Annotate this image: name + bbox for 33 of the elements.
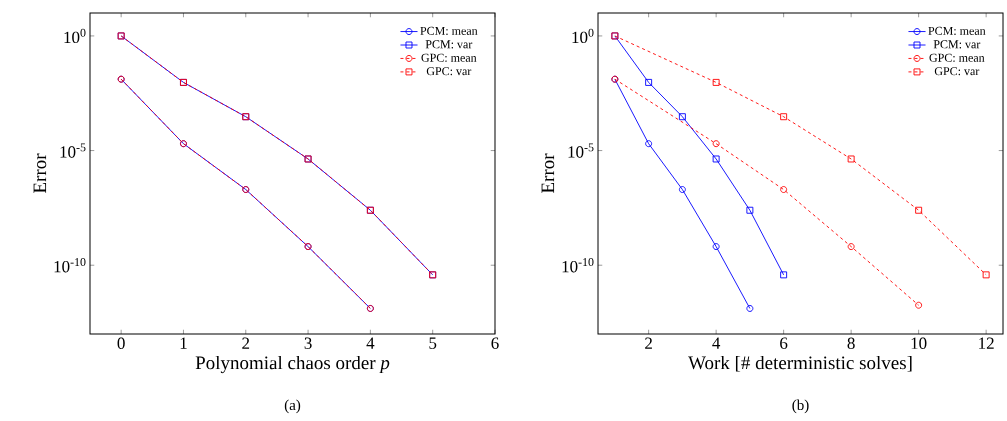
y-tick-label: 10$^{-5}$ [568,143,594,158]
x-tick-label: 3 [304,337,312,349]
x-tick-label: 8 [847,337,855,350]
y-tick-label: 10$^{-10}$ [562,258,594,273]
x-tick-label: 1 [180,337,187,349]
text: (a) [284,399,301,414]
legend-label: GPC: var [426,67,472,76]
x-tick-label: 4 [366,337,375,349]
legend-label: PCM: mean [928,26,986,35]
y-tick-label: 10$^{-5}$ [60,143,86,158]
text: (b) [792,399,809,414]
legend-label: GPC: var [934,67,980,76]
legend-label: GPC: mean [929,53,985,62]
x-tick-label: 5 [429,337,437,349]
x-tick-label: 2 [242,337,250,349]
x-tick-label: 6 [491,337,499,349]
legend-label: GPC: mean [421,53,477,62]
y-tick-label: 10$^{-10}$ [54,258,86,273]
legend-label: PCM: var [425,40,473,49]
x-axis-title: Polynomial chaos order p [195,355,390,374]
x-tick-label: 10 [911,337,927,350]
legend-label: PCM: var [933,40,981,49]
x-tick-label: 4 [712,337,721,349]
x-tick-label: 2 [645,337,652,349]
y-axis-title: Error [33,153,47,193]
y-axis-title: Error [541,153,555,193]
x-tick-label: 12 [979,337,994,349]
x-tick-label: 6 [780,337,788,349]
legend-label: PCM: mean [420,26,478,35]
x-axis-title: Work [# deterministic solves] [688,355,912,372]
y-tick-label: 10$^{0}$ [64,28,86,44]
y-tick-label: 10$^{0}$ [572,28,594,44]
x-tick-label: 0 [117,337,125,350]
